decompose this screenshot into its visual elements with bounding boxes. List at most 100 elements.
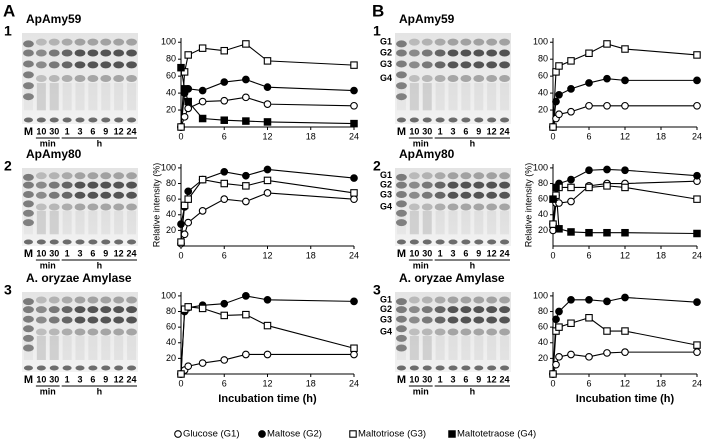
- gel-band: [113, 306, 125, 314]
- gel-band: [486, 181, 498, 189]
- x-tick-label: 24: [692, 131, 702, 141]
- gel-band: [35, 296, 47, 304]
- x-tick-label: 24: [349, 131, 359, 141]
- gel-smear: [396, 210, 406, 235]
- gel-band: [23, 40, 34, 48]
- gel-band: [87, 38, 99, 46]
- gel-origin: [23, 365, 33, 371]
- gel-band: [113, 191, 125, 199]
- gel-smear: [461, 83, 471, 111]
- gel-band: [23, 191, 34, 199]
- gel-band: [486, 49, 498, 57]
- gel-band: [499, 172, 510, 180]
- x-tick-label: 6: [586, 131, 591, 141]
- marker: [198, 359, 207, 367]
- gel-band: [447, 61, 459, 69]
- x-tick-label: 6: [222, 378, 227, 388]
- lane-label: 9: [476, 248, 481, 258]
- lane-label: 1: [438, 126, 443, 136]
- gel-smear: [88, 210, 98, 235]
- band-label: G4: [380, 326, 392, 336]
- gel-image: [395, 33, 511, 124]
- x-tick-label: 6: [586, 250, 591, 260]
- y-tick-label: 60: [166, 71, 176, 81]
- marker: [184, 303, 192, 311]
- gel-origin: [487, 365, 497, 371]
- gel-band: [396, 219, 407, 227]
- marker: [220, 179, 229, 188]
- y-tick-label: 80: [538, 306, 548, 316]
- gel-band: [408, 75, 420, 82]
- gel-smear: [23, 83, 33, 111]
- lane-label: 10: [409, 126, 419, 136]
- y-tick-label: 20: [538, 104, 548, 114]
- lane-label: 30: [422, 126, 432, 136]
- gel-smear: [62, 83, 72, 111]
- gel-band: [408, 191, 420, 199]
- gel-title: ApAmy80: [26, 147, 82, 161]
- y-tick-label: 100: [533, 37, 548, 47]
- lane-label: 12: [487, 374, 497, 384]
- marker: [555, 110, 563, 119]
- marker: [177, 220, 185, 228]
- lane-label: 3: [450, 126, 455, 136]
- gel-band: [35, 172, 47, 180]
- y-tick-label: 80: [166, 178, 176, 188]
- marker: [552, 183, 560, 192]
- gel-band: [460, 75, 472, 82]
- y-tick-label: 40: [538, 87, 548, 97]
- marker: [198, 304, 207, 313]
- gel-band: [61, 316, 73, 324]
- gel-band: [486, 38, 498, 46]
- lane-label: M: [24, 248, 33, 260]
- gel-band: [23, 298, 34, 306]
- marker: [180, 85, 189, 93]
- marker: [693, 348, 701, 356]
- marker: [184, 104, 193, 113]
- marker: [177, 123, 185, 131]
- marker: [549, 195, 557, 203]
- marker: [621, 166, 629, 175]
- gel-origin: [88, 365, 98, 371]
- marker: [585, 352, 593, 361]
- marker: [220, 78, 229, 86]
- marker: [263, 189, 272, 197]
- gel-origin: [409, 117, 419, 123]
- row-number: 3: [373, 282, 381, 298]
- marker: [567, 57, 575, 65]
- gel-band: [87, 172, 99, 180]
- marker: [263, 57, 272, 65]
- gel-band: [23, 93, 34, 101]
- marker: [603, 349, 611, 357]
- gel-band: [35, 38, 47, 46]
- gel-band: [35, 75, 47, 82]
- gel-origin: [474, 117, 484, 123]
- marker: [198, 86, 207, 95]
- y-tick-label: 20: [538, 353, 548, 363]
- gel-band: [396, 173, 407, 181]
- gel-smear: [49, 210, 59, 235]
- gel-band: [460, 203, 472, 211]
- gel-band: [434, 49, 446, 57]
- gel-band: [23, 306, 34, 314]
- lane-label: 9: [476, 374, 481, 384]
- gel-band: [74, 306, 86, 314]
- gel-band: [61, 38, 73, 46]
- gel-band: [74, 172, 86, 180]
- marker: [198, 114, 207, 123]
- gel-band: [126, 203, 137, 211]
- y-tick-label: 40: [166, 209, 176, 219]
- gel-band: [396, 60, 407, 68]
- gel-band: [35, 203, 47, 211]
- gel-band: [499, 296, 510, 304]
- gel-band: [113, 203, 125, 211]
- gel-band: [74, 203, 86, 211]
- gel-image: [395, 168, 511, 246]
- gel-band: [35, 316, 47, 324]
- marker: [258, 430, 266, 438]
- gel-band: [113, 316, 125, 324]
- gel-title: ApAmy59: [399, 12, 455, 26]
- lane-label: 30: [49, 248, 59, 258]
- marker: [693, 195, 701, 203]
- marker: [242, 350, 250, 359]
